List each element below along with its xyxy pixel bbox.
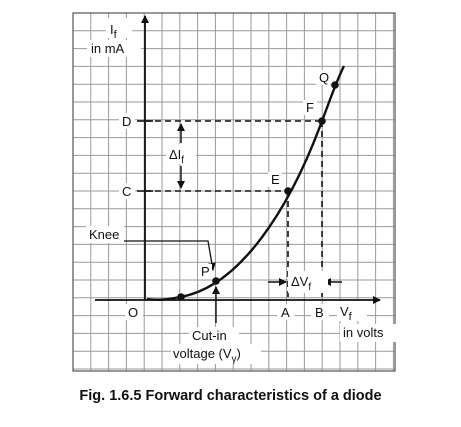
point-e-label: E [271,172,280,187]
origin-label: O [128,305,138,320]
point-f-label: F [306,100,314,115]
point-q-dot [331,81,339,89]
knee-label: Knee [89,227,119,242]
delta-i-label: ΔIf [169,147,184,166]
level-d-label: D [122,114,131,129]
point-p-label: P [201,264,210,279]
x-axis-symbol: Vf [340,304,353,323]
figure-caption: Fig. 1.6.5 Forward characteristics of a … [79,388,382,404]
point-e-dot [284,187,292,195]
tick-b-label: B [315,305,324,320]
x-axis-unit: in volts [343,325,384,340]
origin-point [177,293,185,301]
tick-a-label: A [281,305,290,320]
point-f-dot [318,117,326,125]
cutin-label-line1: Cut-in [192,328,227,343]
point-p-dot [212,277,220,285]
diode-characteristic-diagram: If in mA D C O A B Vf in volts P E F Q Δ… [72,12,396,372]
grid-border [72,12,396,372]
delta-v-label: ΔVf [291,274,311,293]
point-q-label: Q [319,70,329,85]
y-axis-unit: in mA [91,41,125,56]
forward-characteristic-curve [146,65,346,302]
y-axis-symbol: If [110,22,118,41]
knee-leader-line [122,240,216,271]
cutin-label-line2: voltage (Vγ) [173,346,241,365]
level-c-label: C [122,184,131,199]
